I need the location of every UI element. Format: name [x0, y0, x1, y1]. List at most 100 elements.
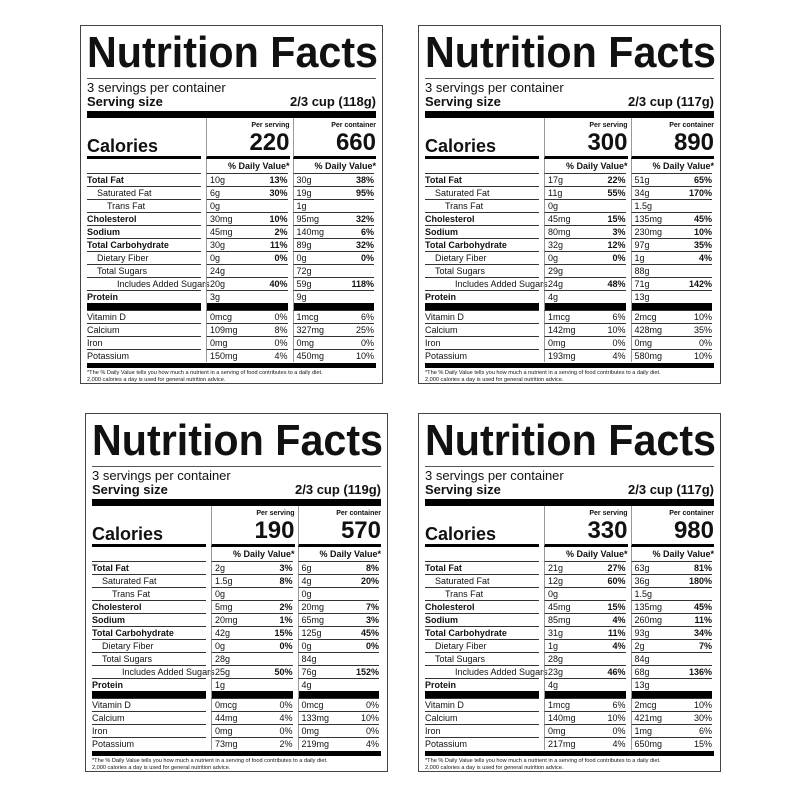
amount: 0mg: [548, 338, 566, 348]
calories-container-value: 890: [673, 129, 714, 156]
daily-value-percent: 2%: [279, 739, 293, 749]
nutrient-name: Vitamin D: [87, 310, 201, 323]
amount: 20mg: [301, 602, 325, 612]
spacer: [425, 159, 541, 173]
serving-cell: 21g 27%: [544, 561, 626, 574]
container-cell: 0mcg 0%: [297, 698, 379, 711]
footnote-line: *The % Daily Value tells you how much a …: [92, 758, 328, 764]
container-cell: 76g 152%: [297, 665, 379, 678]
per-container-label: Per container: [669, 122, 714, 129]
nutrient-name: Total Sugars: [425, 652, 539, 665]
amount: 0mg: [634, 338, 653, 348]
amount: 9g: [296, 292, 307, 302]
amount: 34g: [634, 188, 650, 198]
daily-value-percent: 60%: [607, 576, 626, 586]
amount: 0g: [548, 589, 559, 599]
container-cell: 133mg 10%: [297, 711, 379, 724]
daily-value-percent: 10%: [607, 713, 626, 723]
servings-per-container: 3 servings per container: [425, 80, 564, 95]
serving-cell: 193mg 4%: [544, 349, 626, 362]
serving-cell: 29g: [544, 264, 626, 277]
nutrient-row: Total Carbohydrate 30g 11% 89g 32%: [87, 238, 376, 251]
container-cell: 6g 8%: [297, 561, 379, 574]
daily-value-percent: 95%: [355, 188, 374, 198]
serving-cell: 0g: [544, 199, 626, 212]
container-cell: 0mg 0%: [292, 336, 374, 349]
nutrient-name: Dietary Fiber: [92, 639, 206, 652]
daily-value-serving-header: % Daily Value*: [211, 547, 295, 561]
container-cell: 0mg 0%: [630, 336, 712, 349]
nutrient-row: Vitamin D 1mcg 6% 2mcg 10%: [425, 698, 714, 711]
nutrient-row: Saturated Fat 11g 55% 34g 170%: [425, 186, 714, 199]
nutrient-name: Total Sugars: [92, 652, 206, 665]
amount: 88g: [634, 266, 650, 276]
nutrient-row: Saturated Fat 1.5g 8% 4g 20%: [92, 574, 381, 587]
label-title: Nutrition Facts: [92, 416, 383, 465]
amount: 4g: [548, 292, 559, 302]
amount: 428mg: [634, 325, 663, 335]
container-cell: 0g: [297, 587, 379, 600]
container-cell: 1.5g: [630, 199, 712, 212]
amount: 0mg: [548, 726, 566, 736]
daily-value-percent: 4%: [612, 351, 626, 361]
nutrient-row: Total Sugars 24g 72g: [87, 264, 376, 277]
amount: 10g: [210, 175, 226, 185]
amount: 68g: [634, 667, 650, 677]
footnote-line: *The % Daily Value tells you how much a …: [425, 370, 661, 376]
serving-cell: 109mg 8%: [206, 323, 288, 336]
daily-value-percent: 11%: [694, 615, 712, 625]
calories-row: Calories Per serving 330 Per container 980: [425, 506, 714, 547]
nutrition-facts-label: Nutrition Facts 3 servings per container S…: [85, 413, 388, 772]
serving-cell: 0g 0%: [544, 251, 626, 264]
daily-value-header: % Daily Value*% Daily Value*: [425, 159, 714, 173]
amount: 45mg: [210, 227, 233, 237]
amount: 1g: [548, 641, 559, 651]
calories-serving-value: 330: [587, 517, 628, 544]
amount: 72g: [296, 266, 312, 276]
nutrient-name: Dietary Fiber: [425, 251, 539, 264]
calories-label: Calories: [92, 506, 206, 547]
serving-cell: 31g 11%: [544, 626, 626, 639]
daily-value-percent: 15%: [274, 628, 293, 638]
calories-container-value: 570: [340, 517, 381, 544]
daily-value-percent: 30%: [693, 713, 712, 723]
nutrient-name: Total Carbohydrate: [87, 238, 201, 251]
nutrient-row: Includes Added Sugars 24g 48% 71g 142%: [425, 277, 714, 290]
amount: 1g: [215, 680, 226, 690]
daily-value-serving-header: % Daily Value*: [544, 547, 628, 561]
amount: 45mg: [548, 214, 571, 224]
label-title: Nutrition Facts: [87, 28, 378, 77]
daily-value-percent: 3%: [279, 563, 293, 573]
container-cell: 68g 136%: [630, 665, 712, 678]
amount: 30mg: [210, 214, 233, 224]
nutrient-name: Calcium: [425, 711, 539, 724]
container-cell: 13g: [630, 678, 712, 691]
nutrient-row: Potassium 150mg 4% 450mg 10%: [87, 349, 376, 362]
serving-cell: 42g 15%: [211, 626, 293, 639]
serving-cell: 142mg 10%: [544, 323, 626, 336]
daily-value-header: % Daily Value*% Daily Value*: [425, 547, 714, 561]
container-cell: 4g: [297, 678, 379, 691]
nutrient-name: Sodium: [425, 613, 539, 626]
serving-cell: 0g 0%: [206, 251, 288, 264]
daily-value-percent: 152%: [355, 667, 379, 677]
serving-cell: 17g 22%: [544, 173, 626, 186]
daily-value-percent: 12%: [607, 240, 626, 250]
nutrient-name: Saturated Fat: [425, 186, 539, 199]
serving-cell: 217mg 4%: [544, 737, 626, 750]
daily-value-percent: 0%: [612, 338, 626, 348]
nutrient-row: Total Sugars 28g 84g: [92, 652, 381, 665]
serving-cell: 24g: [206, 264, 288, 277]
daily-value-percent: 0%: [365, 641, 379, 651]
servings-per-container: 3 servings per container: [425, 468, 564, 483]
container-cell: 450mg 10%: [292, 349, 374, 362]
nutrient-row: Sodium 80mg 3% 230mg 10%: [425, 225, 714, 238]
amount: 1.5g: [634, 201, 653, 211]
daily-value-percent: 27%: [607, 563, 626, 573]
bar-segment: [425, 303, 539, 310]
daily-value-percent: 30%: [269, 188, 288, 198]
nutrient-row: Sodium 45mg 2% 140mg 6%: [87, 225, 376, 238]
footnote-line: 2,000 calories a day is used for general…: [87, 377, 226, 383]
serving-size-row: Serving size 2/3 cup (119g): [92, 483, 381, 497]
footnote-line: 2,000 calories a day is used for general…: [425, 377, 564, 383]
